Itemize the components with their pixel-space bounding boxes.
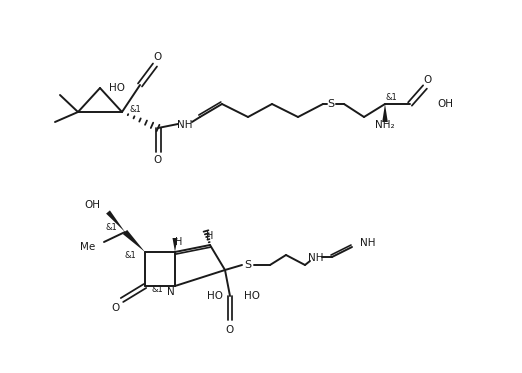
Text: NH: NH [309,253,324,263]
Polygon shape [172,238,177,252]
Polygon shape [123,230,145,252]
Text: &1: &1 [385,93,397,101]
Text: N: N [167,287,175,297]
Text: O: O [424,75,432,85]
Polygon shape [382,104,388,122]
Text: OH: OH [84,200,100,210]
Text: Me: Me [80,242,95,252]
Text: O: O [226,325,234,335]
Text: NH: NH [177,120,193,130]
Text: &1: &1 [151,285,163,295]
Text: &1: &1 [124,251,136,260]
Text: HO: HO [207,291,223,301]
Text: S: S [327,99,335,109]
Text: S: S [244,260,252,270]
Text: H: H [175,237,182,247]
Text: NH₂: NH₂ [375,120,395,130]
Text: H: H [206,231,213,241]
Text: NH: NH [360,238,375,248]
Text: &1: &1 [105,223,117,232]
Text: &1: &1 [130,106,142,115]
Text: O: O [154,52,162,62]
Text: O: O [154,155,162,165]
Text: OH: OH [437,99,453,109]
Text: O: O [111,303,119,313]
Text: HO: HO [244,291,260,301]
Polygon shape [106,210,125,232]
Text: HO: HO [109,83,125,93]
